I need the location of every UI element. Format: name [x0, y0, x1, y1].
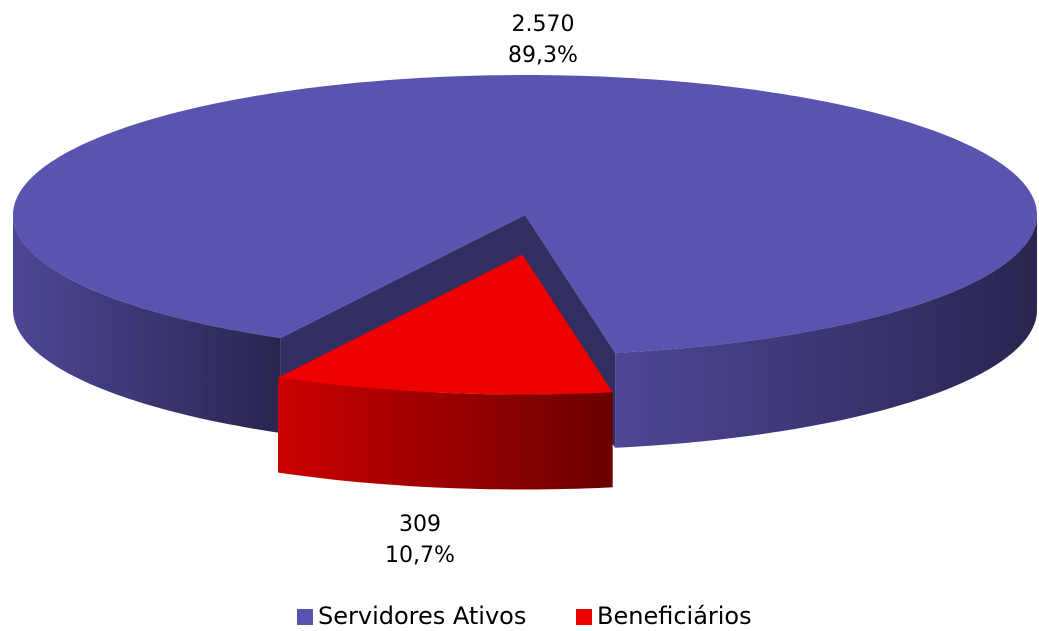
- slice: [278, 254, 613, 490]
- slice-top: [278, 254, 613, 395]
- legend-label: Servidores Ativos: [318, 602, 526, 630]
- data-label-value: 2.570: [512, 12, 575, 37]
- slice-side: [615, 215, 1037, 448]
- data-label-percent: 10,7%: [385, 543, 455, 568]
- legend-swatch: [297, 609, 313, 625]
- legend-swatch: [576, 609, 592, 625]
- slice-side: [13, 215, 281, 433]
- data-label-percent: 89,3%: [508, 43, 578, 68]
- legend-label: Beneficiários: [597, 602, 752, 630]
- slice: [13, 75, 1037, 448]
- slice-top: [13, 75, 1037, 353]
- slice-side: [278, 377, 613, 490]
- data-label-value: 309: [399, 512, 441, 537]
